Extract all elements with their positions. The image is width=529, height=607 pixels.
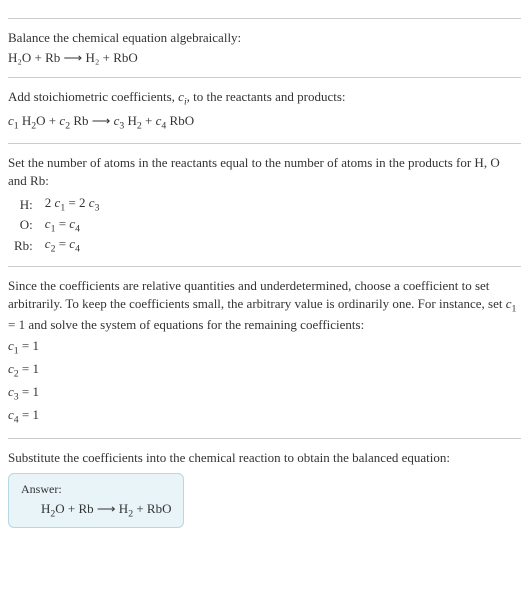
section-solve: Since the coefficients are relative quan… [8,266,521,428]
section-answer: Substitute the coefficients into the che… [8,438,521,529]
problem-equation: H₂O + Rb ⟶ H₂ + RbO [8,49,521,67]
coeff-line: c1 = 1 [8,337,521,358]
stoich-title: Add stoichiometric coefficients, ci, to … [8,88,521,109]
atom-label: O: [8,215,39,236]
coeff-line: c3 = 1 [8,383,521,404]
table-row: O: c1 = c4 [8,215,105,236]
section-atoms: Set the number of atoms in the reactants… [8,143,521,256]
solve-title: Since the coefficients are relative quan… [8,277,521,335]
atom-expr: c1 = c4 [39,215,106,236]
answer-equation: H2O + Rb ⟶ H2 + RbO [21,501,171,520]
section-problem: Balance the chemical equation algebraica… [8,18,521,67]
atom-expr: c2 = c4 [39,235,106,256]
atoms-title: Set the number of atoms in the reactants… [8,154,521,190]
table-row: H: 2 c1 = 2 c3 [8,194,105,215]
coeff-line: c4 = 1 [8,406,521,427]
table-row: Rb: c2 = c4 [8,235,105,256]
atoms-table: H: 2 c1 = 2 c3 O: c1 = c4 Rb: c2 = c4 [8,194,105,256]
answer-title: Substitute the coefficients into the che… [8,449,521,467]
coeff-line: c2 = 1 [8,360,521,381]
atom-expr: 2 c1 = 2 c3 [39,194,106,215]
stoich-equation: c1 H2O + c2 Rb ⟶ c3 H2 + c4 RbO [8,112,521,133]
atom-label: Rb: [8,235,39,256]
atom-label: H: [8,194,39,215]
problem-title: Balance the chemical equation algebraica… [8,29,521,47]
answer-label: Answer: [21,482,171,497]
section-stoich: Add stoichiometric coefficients, ci, to … [8,77,521,132]
answer-box: Answer: H2O + Rb ⟶ H2 + RbO [8,473,184,529]
